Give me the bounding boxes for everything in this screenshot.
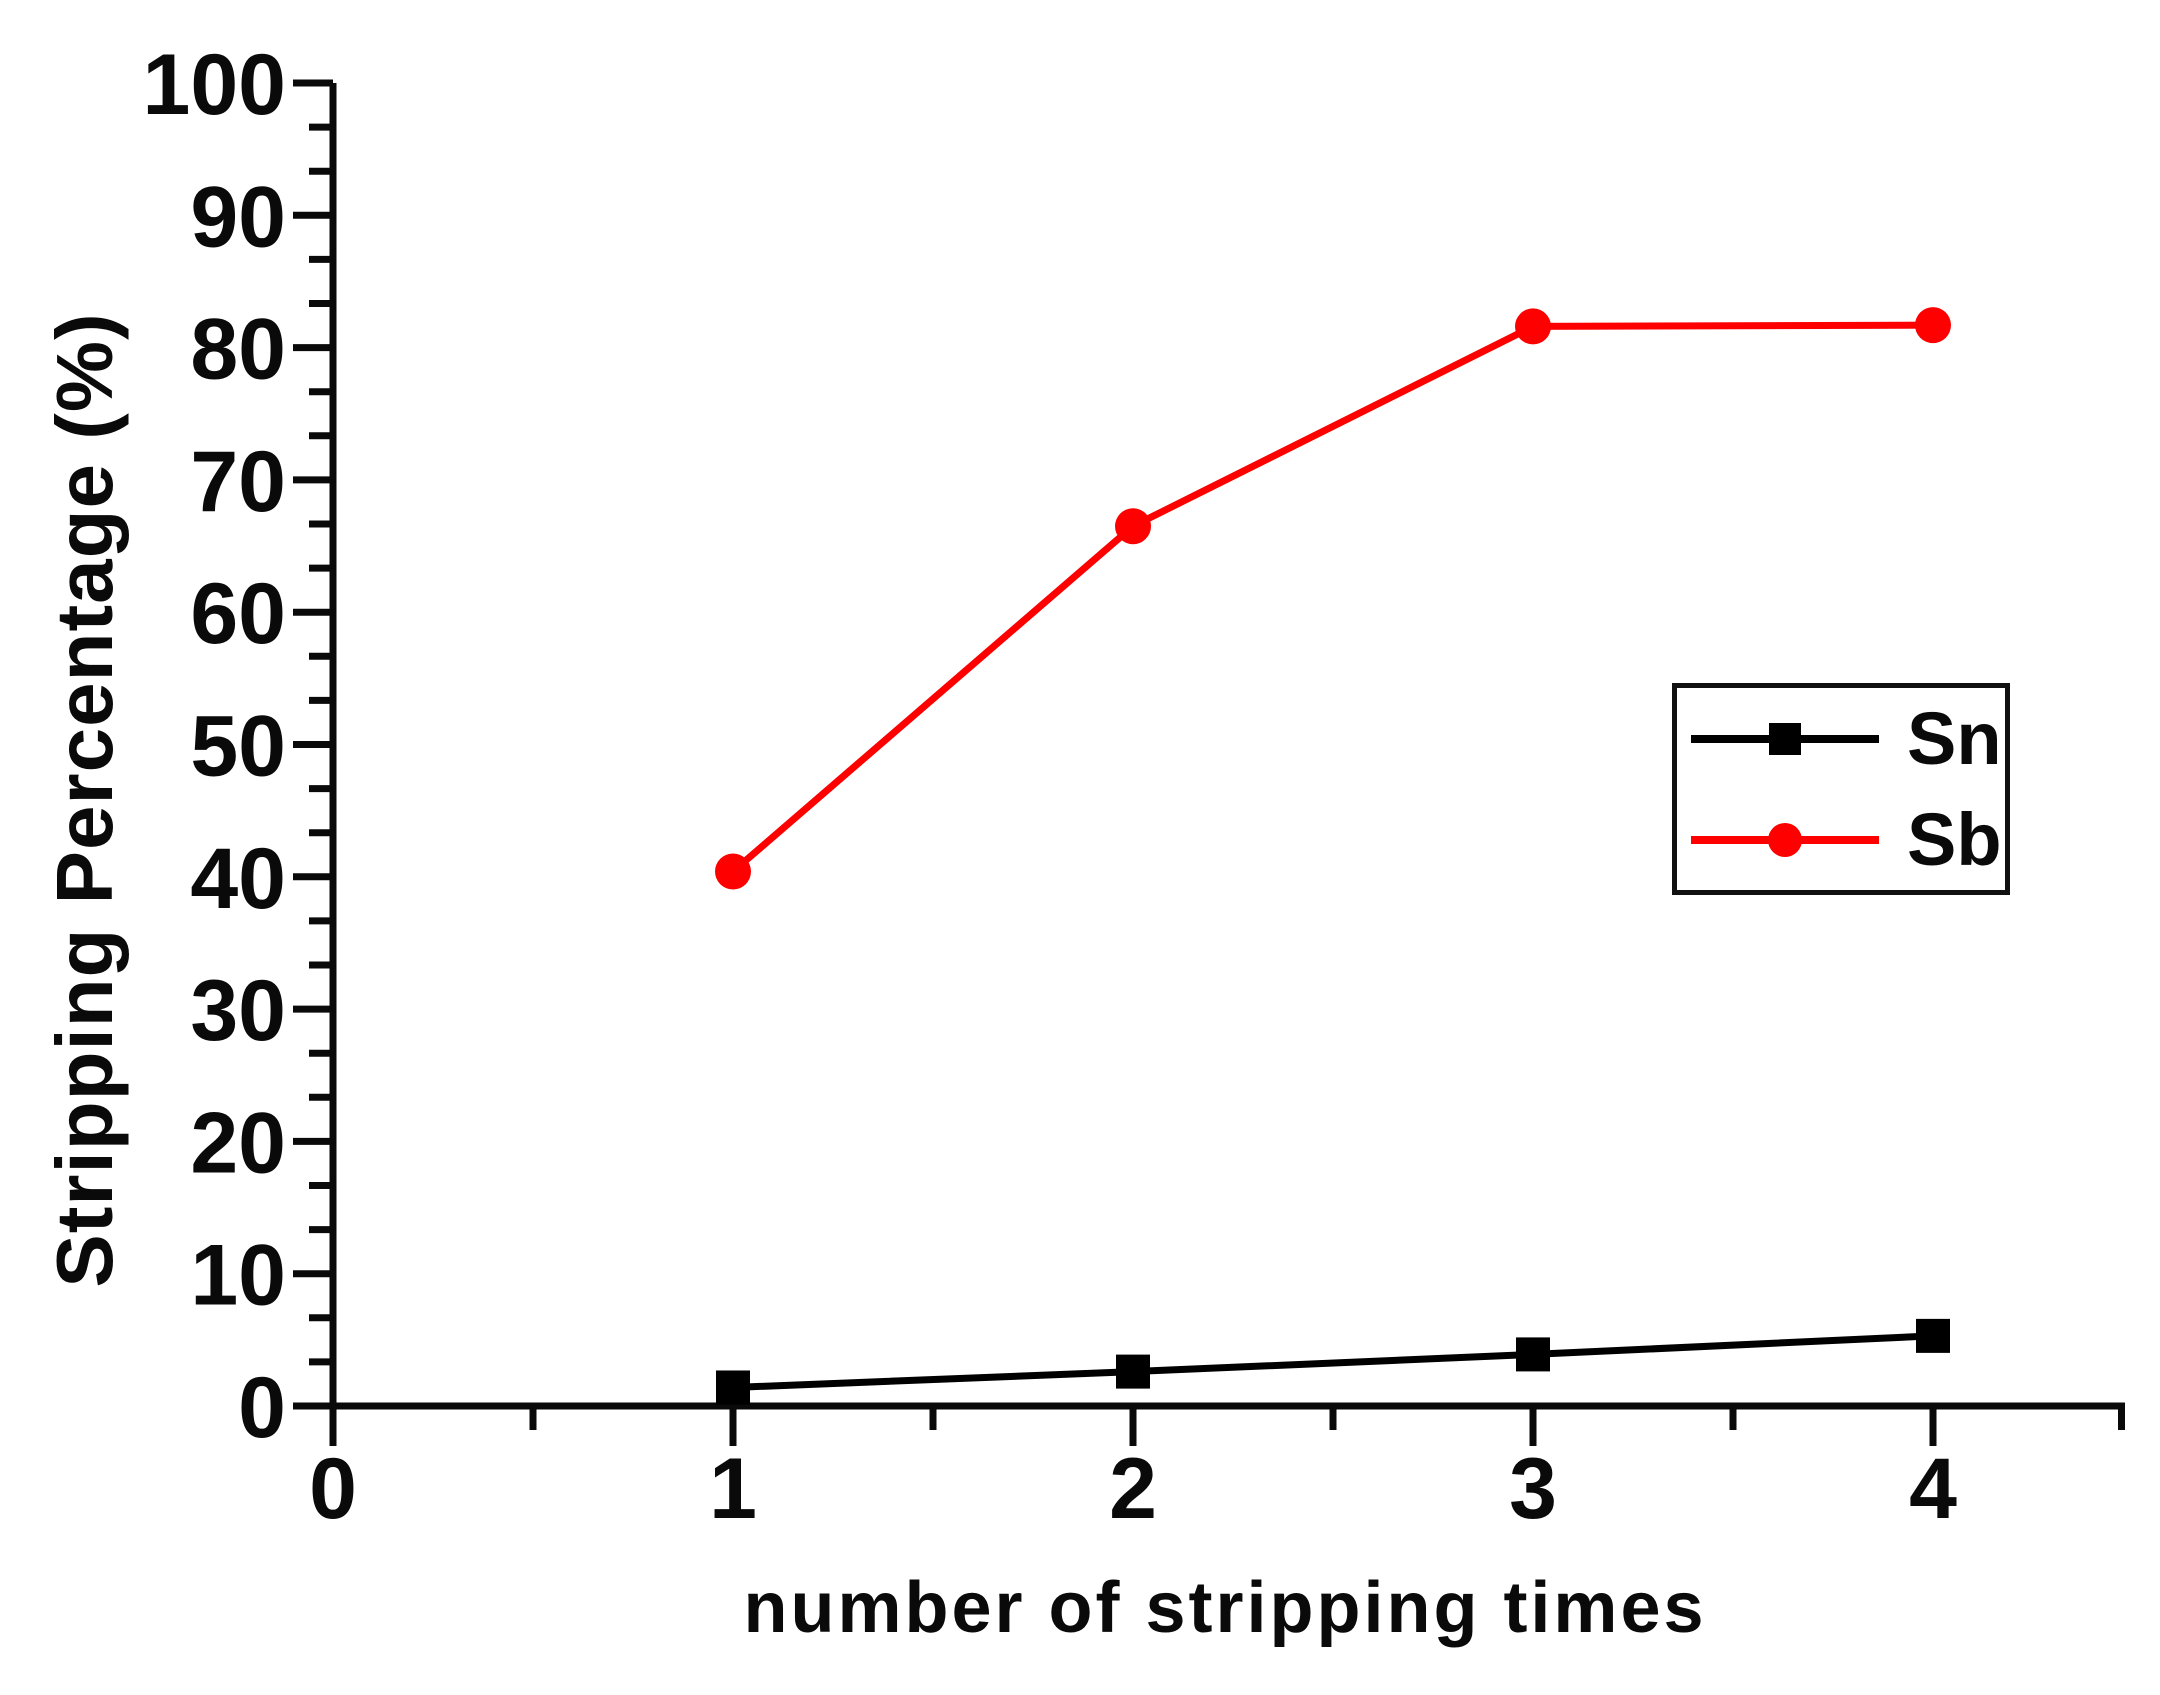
legend-item-sb: Sb (1677, 797, 2005, 881)
x-tick-label: 0 (309, 1441, 357, 1537)
marker-sb (1915, 307, 1951, 344)
y-tick-label: 0 (238, 1360, 286, 1456)
legend-label-sn: Sn (1907, 696, 2002, 780)
x-axis-title: number of stripping times (743, 1568, 1707, 1648)
marker-sb (1515, 308, 1551, 345)
legend-item-sn: Sn (1677, 696, 2005, 780)
marker-sn (1916, 1318, 1950, 1353)
legend-label-sb: Sb (1907, 797, 2002, 881)
y-tick-label: 60 (190, 566, 286, 662)
y-tick-label: 10 (190, 1228, 286, 1324)
x-tick-label: 3 (1509, 1441, 1557, 1537)
marker-sn (716, 1370, 750, 1405)
y-tick-label: 90 (190, 169, 286, 265)
marker-sb (1115, 508, 1151, 545)
y-tick-label: 40 (190, 831, 286, 927)
y-axis-title: Stripping Percentage (%) (40, 312, 129, 1288)
series-line-sn (732, 1332, 1934, 1391)
series-line-sb (730, 321, 1934, 875)
legend-sample-sb (1691, 822, 1879, 857)
legend: Sn Sb (1672, 683, 2010, 895)
x-tick-label: 1 (709, 1441, 757, 1537)
y-tick-label: 70 (190, 434, 286, 530)
marker-sn (1769, 722, 1801, 755)
legend-sample-sn (1691, 722, 1879, 755)
marker-sn (1116, 1354, 1150, 1389)
y-tick-label: 80 (190, 302, 286, 398)
x-tick-label: 4 (1909, 1441, 1957, 1537)
y-tick-label: 20 (190, 1095, 286, 1191)
marker-sb (715, 853, 751, 890)
y-tick-label: 100 (143, 37, 287, 133)
marker-sn (1516, 1337, 1550, 1372)
x-tick-label: 2 (1109, 1441, 1157, 1537)
y-tick-label: 50 (190, 699, 286, 795)
marker-sb (1768, 822, 1802, 857)
y-tick-label: 30 (190, 963, 286, 1059)
